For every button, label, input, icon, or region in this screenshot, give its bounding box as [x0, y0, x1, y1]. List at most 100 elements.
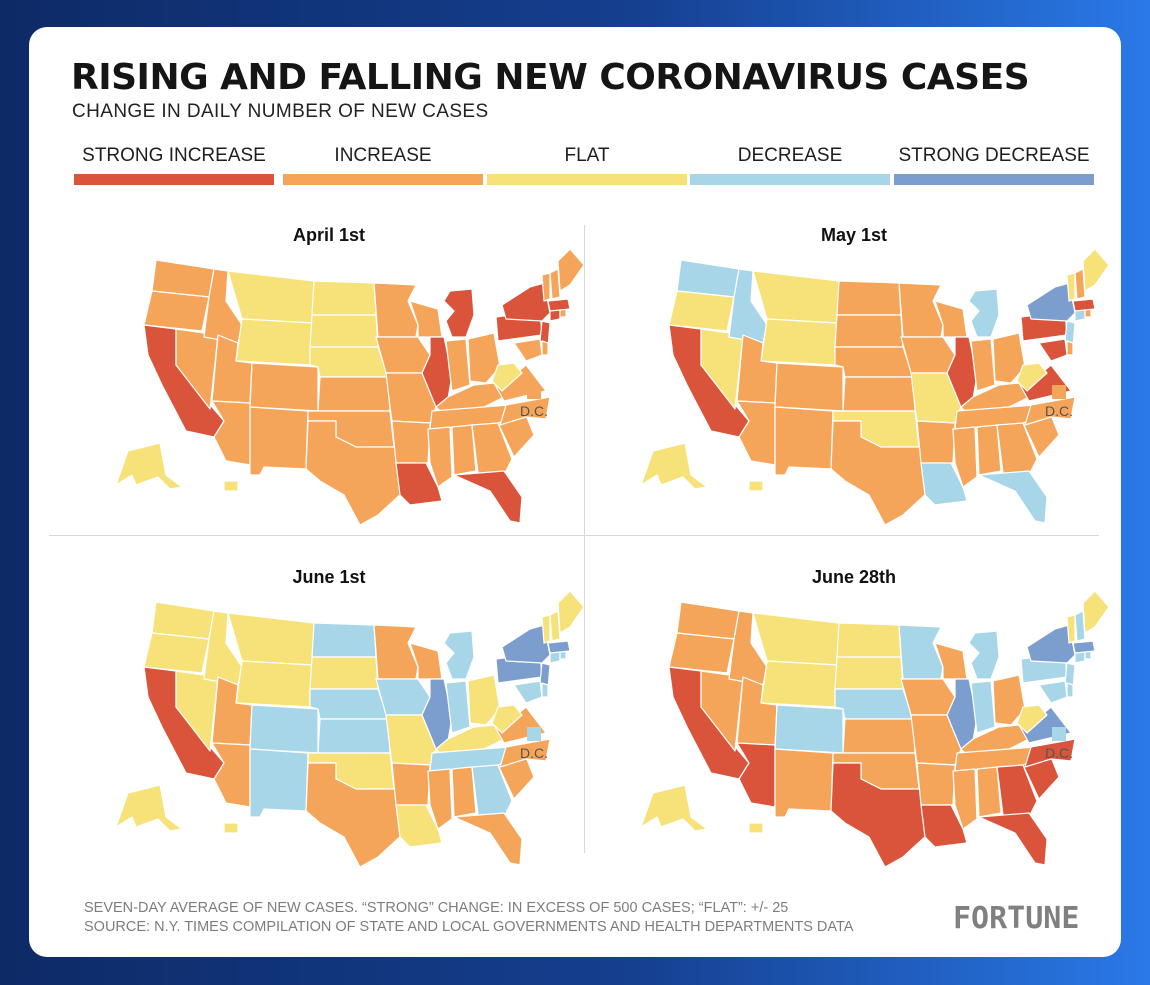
state-vt [541, 272, 551, 302]
us-state-map [115, 248, 584, 525]
state-oh [467, 332, 501, 384]
state-la [395, 804, 443, 848]
state-az [211, 400, 251, 466]
legend-label: STRONG INCREASE [82, 145, 266, 166]
state-sd [309, 656, 379, 690]
state-ma [547, 640, 571, 654]
state-ms [427, 426, 453, 488]
state-tx [830, 762, 928, 867]
state-wv [491, 362, 523, 392]
state-ia [900, 336, 956, 374]
state-mi [968, 630, 1000, 680]
fortune-logo: FORTUNE [953, 901, 1080, 936]
state-wv [1016, 362, 1048, 392]
state-md [1038, 338, 1068, 362]
state-ms [952, 768, 978, 830]
state-ar [391, 762, 431, 806]
state-nc [1024, 738, 1076, 768]
state-sd [834, 314, 904, 348]
state-or [668, 290, 735, 332]
state-sd [834, 656, 904, 690]
legend-label: STRONG DECREASE [898, 145, 1090, 166]
state-nd [311, 280, 377, 316]
state-wy [235, 660, 313, 708]
state-ar [391, 420, 431, 464]
state-co [774, 362, 844, 412]
state-nd [836, 622, 902, 658]
panel-title: June 1st [292, 567, 366, 587]
state-or [143, 632, 210, 674]
state-mi [443, 630, 475, 680]
legend-swatch [487, 174, 687, 185]
state-mt [227, 612, 315, 666]
state-ks [317, 718, 391, 754]
state-nc [499, 738, 551, 768]
state-vt [1066, 614, 1076, 644]
footnote-method: SEVEN-DAY AVERAGE OF NEW CASES. “STRONG”… [84, 900, 789, 916]
legend-item-increase: INCREASE [283, 145, 483, 187]
state-de [1066, 340, 1074, 356]
state-tx [305, 762, 403, 867]
state-nh [549, 268, 561, 300]
map-panel-june-28th: June 28th D.C. [599, 567, 1109, 867]
state-md [513, 338, 543, 362]
state-wy [760, 660, 838, 708]
state-nm [249, 406, 309, 476]
state-la [920, 462, 968, 506]
state-ms [427, 768, 453, 830]
dc-label: D.C. [520, 745, 548, 761]
state-mi [443, 288, 475, 338]
color-legend: STRONG INCREASE INCREASE FLAT DECREASE S… [74, 145, 1094, 187]
state-ga [471, 764, 513, 818]
legend-label: DECREASE [737, 145, 843, 166]
state-ga [996, 764, 1038, 818]
state-wv [1016, 704, 1048, 734]
state-fl [453, 470, 523, 524]
dc-swatch [1052, 727, 1066, 741]
state-nc [1024, 396, 1076, 426]
state-ga [471, 422, 513, 476]
state-in [445, 338, 471, 392]
legend-swatch [894, 174, 1094, 185]
state-wv [491, 704, 523, 734]
state-ks [317, 376, 391, 412]
state-ak [115, 784, 183, 832]
state-me [557, 248, 584, 292]
state-tx [305, 420, 403, 525]
state-vt [1066, 272, 1076, 302]
state-mt [752, 612, 840, 666]
state-in [445, 680, 471, 734]
state-fl [453, 812, 523, 866]
footnote-source: SOURCE: N.Y. TIMES COMPILATION OF STATE … [84, 919, 854, 935]
state-sd [309, 314, 379, 348]
state-la [395, 462, 443, 506]
legend-item-decrease: DECREASE [690, 145, 890, 187]
legend-swatch [690, 174, 890, 185]
state-ar [916, 762, 956, 806]
state-nm [249, 748, 309, 818]
state-ia [375, 678, 431, 716]
footnote: SEVEN-DAY AVERAGE OF NEW CASES. “STRONG”… [84, 899, 853, 937]
legend-swatch [74, 174, 274, 185]
state-hi [223, 822, 239, 834]
panel-title: June 28th [811, 567, 897, 587]
legend-item-strong-decrease: STRONG DECREASE [894, 145, 1094, 187]
state-ms [952, 426, 978, 488]
map-panel-may-1st: May 1st D.C. [599, 225, 1109, 525]
state-wy [760, 318, 838, 366]
state-ne [834, 688, 914, 720]
state-la [920, 804, 968, 848]
dc-label: D.C. [520, 403, 548, 419]
state-ga [996, 422, 1038, 476]
state-ma [1072, 298, 1096, 312]
state-hi [748, 480, 764, 492]
dc-swatch [1052, 385, 1066, 399]
state-de [541, 682, 549, 698]
state-md [1038, 680, 1068, 704]
legend-label: FLAT [564, 145, 610, 166]
page-subtitle: CHANGE IN DAILY NUMBER OF NEW CASES [72, 101, 489, 122]
state-ak [115, 442, 183, 490]
state-ks [842, 718, 916, 754]
state-az [736, 400, 776, 466]
us-state-map [640, 248, 1109, 525]
